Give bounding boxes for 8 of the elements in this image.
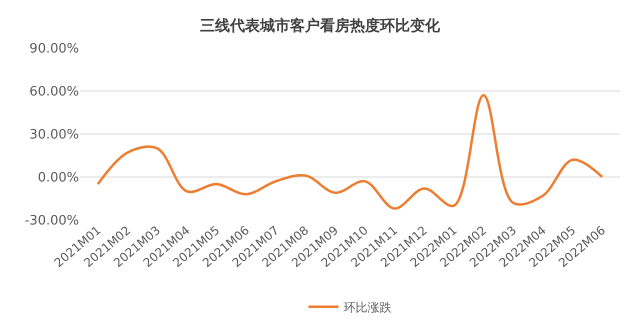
line-series — [96, 94, 604, 210]
y-tick-label: 60.00% — [29, 84, 79, 100]
chart-title: 三线代表城市客户看房热度环比变化 — [200, 16, 441, 34]
y-tick-label: -30.00% — [24, 214, 79, 229]
y-tick-label: 0.00% — [38, 170, 79, 186]
y-tick-label: 90.00% — [29, 42, 79, 57]
y-tick-label: 30.00% — [29, 128, 79, 143]
legend-label: 环比涨跌 — [344, 300, 392, 314]
